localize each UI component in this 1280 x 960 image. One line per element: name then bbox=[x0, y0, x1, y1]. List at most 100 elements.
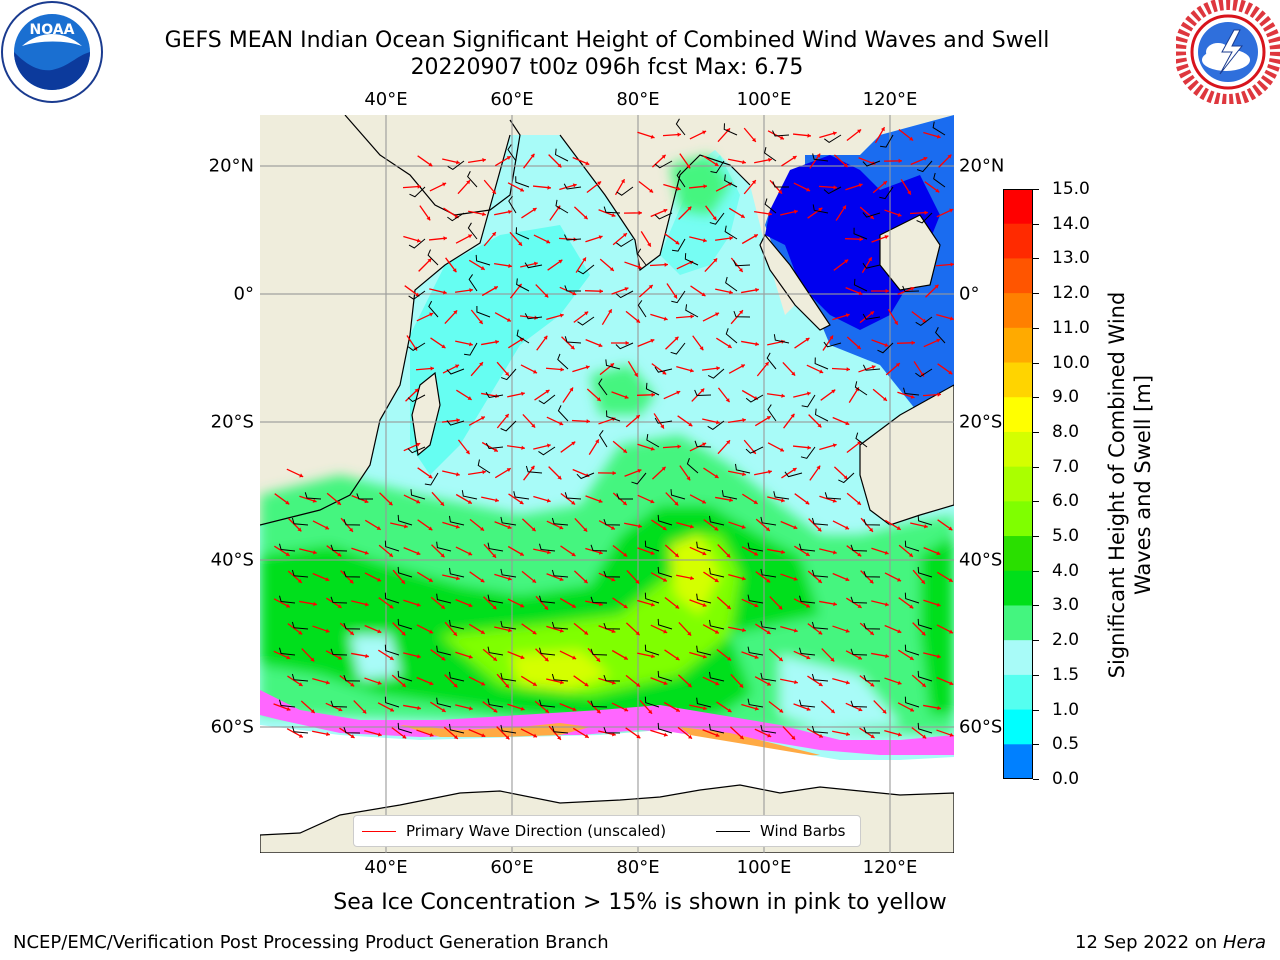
wind-barb bbox=[384, 592, 400, 604]
wave-direction-arrowhead bbox=[805, 500, 810, 505]
wave-direction-arrowhead bbox=[729, 290, 733, 295]
wave-direction-arrowhead bbox=[429, 629, 434, 634]
wave-direction-arrowhead bbox=[766, 416, 771, 420]
wave-direction-arrowhead bbox=[546, 443, 551, 448]
wind-barb bbox=[903, 387, 920, 396]
wind-barb bbox=[343, 674, 361, 682]
wave-direction-arrowhead bbox=[495, 498, 499, 503]
wave-direction-arrowhead bbox=[869, 527, 873, 532]
wind-barb bbox=[709, 515, 725, 526]
wind-barb bbox=[384, 540, 400, 552]
wind-barb bbox=[747, 698, 764, 708]
wave-direction-arrowhead bbox=[572, 707, 577, 712]
wind-barb bbox=[709, 723, 725, 734]
wave-direction-arrowhead bbox=[441, 708, 446, 712]
colorbar-tick bbox=[1033, 397, 1039, 399]
wave-direction-arrowhead bbox=[441, 656, 446, 661]
wave-direction-arrowhead bbox=[702, 442, 707, 447]
lat-label-right: 20°S bbox=[959, 411, 1003, 433]
colorbar-tick-label: 14.0 bbox=[1052, 213, 1090, 234]
wind-barb bbox=[710, 160, 725, 174]
wind-barb bbox=[915, 368, 933, 378]
wind-barb bbox=[863, 570, 881, 578]
wave-direction-arrowhead bbox=[817, 423, 822, 428]
wave-direction-arrowhead bbox=[715, 681, 720, 686]
wind-barb bbox=[603, 206, 621, 214]
map-title: GEFS MEAN Indian Ocean Significant Heigh… bbox=[164, 28, 1050, 53]
wind-barb bbox=[564, 492, 582, 500]
wave-direction-arrowhead bbox=[401, 631, 406, 636]
map-canvas[interactable] bbox=[260, 115, 954, 853]
wave-direction-arrowhead bbox=[413, 346, 418, 351]
wave-direction-arrowhead bbox=[625, 340, 629, 346]
wave-direction-arrowhead bbox=[620, 179, 625, 184]
wave-direction-arrowhead bbox=[908, 552, 913, 557]
wave-direction-arrowhead bbox=[742, 471, 746, 477]
wind-barb bbox=[515, 227, 530, 240]
wind-barb bbox=[590, 700, 608, 708]
cyan-patch bbox=[410, 225, 590, 475]
wind-barb bbox=[463, 342, 478, 356]
wind-barb bbox=[811, 569, 829, 578]
wave-direction-arrowhead bbox=[778, 189, 783, 194]
wind-barb bbox=[636, 248, 647, 266]
wave-direction-arrowhead bbox=[584, 630, 588, 635]
wind-barb bbox=[500, 620, 517, 630]
lon-label-top: 40°E bbox=[364, 89, 408, 110]
wave-direction-arrowhead bbox=[532, 630, 537, 635]
wave-direction-arrowhead bbox=[765, 527, 770, 531]
wind-barb bbox=[850, 596, 868, 604]
wind-barb bbox=[397, 670, 413, 682]
lat-label-right: 60°S bbox=[959, 716, 1003, 738]
wave-direction-arrowhead bbox=[766, 681, 771, 686]
wave-direction-arrowhead bbox=[611, 680, 616, 685]
colorbar-tick-label: 1.0 bbox=[1052, 699, 1080, 720]
wave-direction-arrowhead bbox=[469, 288, 473, 293]
wave-direction-arrowhead bbox=[675, 707, 680, 712]
wave-direction-arrowhead bbox=[922, 318, 927, 323]
wave-direction-arrowhead bbox=[482, 211, 486, 217]
wave-direction-arrowhead bbox=[806, 706, 811, 711]
wave-direction-arrowhead bbox=[364, 499, 369, 504]
wind-barb bbox=[424, 472, 439, 486]
wind-barb bbox=[279, 647, 296, 656]
wave-direction-arrowhead bbox=[572, 291, 577, 296]
wind-barb bbox=[763, 147, 777, 162]
wave-direction-arrowhead bbox=[909, 604, 914, 609]
lon-label-bottom: 60°E bbox=[490, 857, 534, 878]
wind-barb bbox=[879, 134, 894, 148]
wind-barb bbox=[500, 368, 517, 381]
wave-direction-arrowhead bbox=[701, 292, 706, 297]
wind-barb bbox=[616, 238, 634, 248]
wind-barb bbox=[799, 647, 816, 656]
wind-barb bbox=[330, 544, 348, 552]
wind-barb bbox=[551, 673, 569, 682]
wind-barb bbox=[538, 446, 556, 456]
wave-direction-arrowhead bbox=[505, 371, 509, 376]
wave-direction-arrowhead bbox=[455, 364, 460, 369]
colorbar-bin bbox=[1003, 501, 1033, 537]
wind-barb bbox=[917, 670, 933, 682]
wind-barb bbox=[709, 212, 725, 225]
wind-barb bbox=[772, 130, 790, 137]
wave-direction-arrowhead bbox=[845, 313, 850, 318]
wave-direction-arrowhead bbox=[442, 182, 447, 187]
wind-barb bbox=[551, 517, 569, 526]
wave-direction-arrowhead bbox=[469, 342, 473, 347]
wave-direction-arrowhead bbox=[816, 153, 821, 158]
wave-direction-arrowhead bbox=[468, 551, 473, 556]
wind-barb bbox=[745, 446, 764, 454]
wind-barb bbox=[598, 430, 608, 448]
wave-direction-arrowhead bbox=[779, 447, 784, 452]
colorbar-bin bbox=[1003, 431, 1033, 468]
wave-direction-arrowhead bbox=[948, 526, 953, 531]
wind-barb bbox=[487, 698, 504, 708]
wave-direction-arrowhead bbox=[702, 654, 707, 659]
lon-label-top: 60°E bbox=[490, 89, 534, 110]
wind-barb bbox=[384, 644, 400, 656]
madagascar bbox=[411, 371, 441, 457]
wind-barb bbox=[577, 316, 595, 326]
wave-direction-arrowhead bbox=[584, 311, 589, 316]
wave-direction-arrowhead bbox=[817, 527, 822, 532]
wave-direction-arrowhead bbox=[491, 189, 496, 194]
